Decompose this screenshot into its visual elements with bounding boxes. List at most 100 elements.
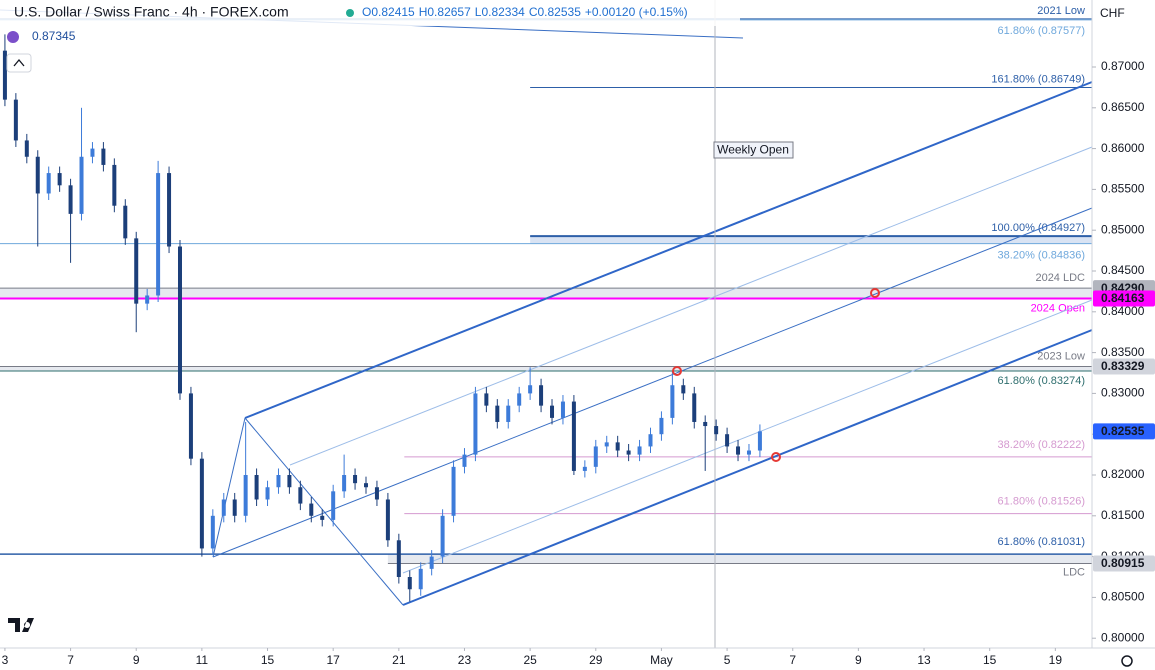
level-label: 100.00% (0.84927): [991, 222, 1085, 234]
candle-body: [407, 577, 412, 590]
touch-marker: [672, 366, 682, 376]
ohlc-field: C0.82535: [529, 5, 581, 19]
ohlc-readout: O0.82415 H0.82657 L0.82334 C0.82535 +0.00120…: [362, 5, 688, 19]
candle-body: [681, 385, 686, 394]
levels: 2021 Low 61.80% (0.87577) 161.80% (0.86749…: [0, 5, 1092, 578]
candle-body: [353, 475, 358, 484]
candle-body: [506, 405, 511, 422]
touch-marker: [771, 452, 781, 462]
candle-body: [24, 140, 29, 157]
channel-line: [289, 146, 1093, 466]
candle-body: [101, 148, 106, 165]
header: U.S. Dollar / Swiss Franc · 4h · FOREX.c…: [0, 0, 740, 73]
x-tick-label: 9: [133, 653, 140, 667]
x-tick-label: 15: [983, 653, 997, 667]
candle-body: [145, 295, 150, 304]
candle-body: [582, 466, 587, 471]
level-label: 61.80% (0.83274): [998, 375, 1085, 387]
candle-body: [593, 446, 598, 467]
y-tick-label: 0.83000: [1101, 386, 1145, 400]
collapse-icon[interactable]: [13, 58, 25, 67]
candles: [2, 34, 762, 602]
logo: [8, 618, 34, 632]
x-tick-label: 11: [196, 653, 209, 667]
candle-body: [68, 185, 73, 214]
x-tick-label: 9: [855, 653, 862, 667]
indicator-icon: [7, 31, 19, 43]
candle-body: [757, 431, 762, 451]
level-label: 38.20% (0.82222): [998, 439, 1085, 451]
candle-body: [714, 426, 719, 435]
candle-body: [156, 173, 161, 296]
candle-body: [692, 393, 697, 422]
level-label: 61.80% (0.81031): [998, 536, 1085, 548]
candle-body: [648, 434, 653, 447]
candle-body: [364, 483, 369, 488]
currency[interactable]: CHF: [1100, 6, 1125, 20]
candle-body: [243, 475, 248, 516]
x-tick-label: 3: [2, 653, 9, 667]
candle-body: [550, 405, 555, 418]
candle-body: [287, 475, 292, 488]
candle-body: [331, 491, 336, 520]
candle-body: [429, 556, 434, 569]
candle-body: [746, 450, 751, 455]
channel-handle: [244, 417, 404, 606]
candle-body: [221, 499, 226, 516]
drawings: Weekly Open: [0, 0, 1093, 648]
indicator-value: 0.87345: [32, 29, 76, 43]
candle-body: [342, 475, 347, 492]
price-tag-label: 0.83329: [1101, 359, 1145, 373]
level-band: [387, 554, 1092, 564]
candle-body: [462, 454, 467, 467]
x-tick-label: 17: [327, 653, 341, 667]
ohlc-field: +0.00120 (+0.15%): [585, 5, 688, 19]
candle-body: [670, 385, 675, 418]
candle-body: [473, 393, 478, 455]
settings-icon[interactable]: [1121, 655, 1133, 667]
x-tick-label: 7: [789, 653, 796, 667]
candle-body: [57, 173, 62, 186]
level-band: [0, 288, 1092, 299]
level-label: 38.20% (0.84836): [998, 249, 1085, 261]
candle-body: [560, 401, 565, 418]
ohlc-field: O0.82415: [362, 5, 415, 19]
header-bg: [0, 0, 740, 26]
x-tick-label: 15: [261, 653, 275, 667]
candle-body: [736, 446, 741, 455]
candle-body: [35, 156, 40, 194]
candle-body: [418, 568, 423, 590]
x-tick-label: May: [650, 653, 673, 667]
y-tick-label: 0.86500: [1101, 100, 1145, 114]
level-label: 61.80% (0.87577): [998, 25, 1085, 37]
candle-body: [134, 238, 139, 304]
candle-body: [517, 393, 522, 406]
y-tick-label: 0.85500: [1101, 182, 1145, 196]
candle-body: [210, 515, 215, 549]
logo-mark: [8, 618, 34, 632]
x-tick-label: 7: [67, 653, 74, 667]
candle-body: [604, 442, 609, 447]
candle-body: [659, 417, 664, 435]
candle-body: [528, 385, 533, 394]
y-tick-label: 0.85000: [1101, 222, 1145, 236]
level-label: 2023 Low: [1037, 350, 1085, 362]
candle-body: [571, 401, 576, 471]
price-tag: [1093, 423, 1155, 440]
ohlc-field: L0.82334: [475, 5, 525, 19]
collapse-button[interactable]: [6, 53, 32, 73]
channel-handle: [212, 417, 246, 558]
candle-body: [199, 458, 204, 549]
level-label: 161.80% (0.86749): [991, 73, 1085, 85]
candle-body: [440, 515, 445, 557]
currency-box[interactable]: [1094, 2, 1153, 26]
candle-body: [46, 173, 51, 194]
y-tick-label: 0.82000: [1101, 467, 1145, 481]
x-tick-label: 21: [392, 653, 406, 667]
price-tag-label: 0.84163: [1101, 291, 1145, 305]
y-tick-label: 0.80000: [1101, 630, 1145, 644]
candle-body: [320, 515, 325, 520]
candle-body: [112, 164, 117, 206]
candle-body: [188, 393, 193, 459]
